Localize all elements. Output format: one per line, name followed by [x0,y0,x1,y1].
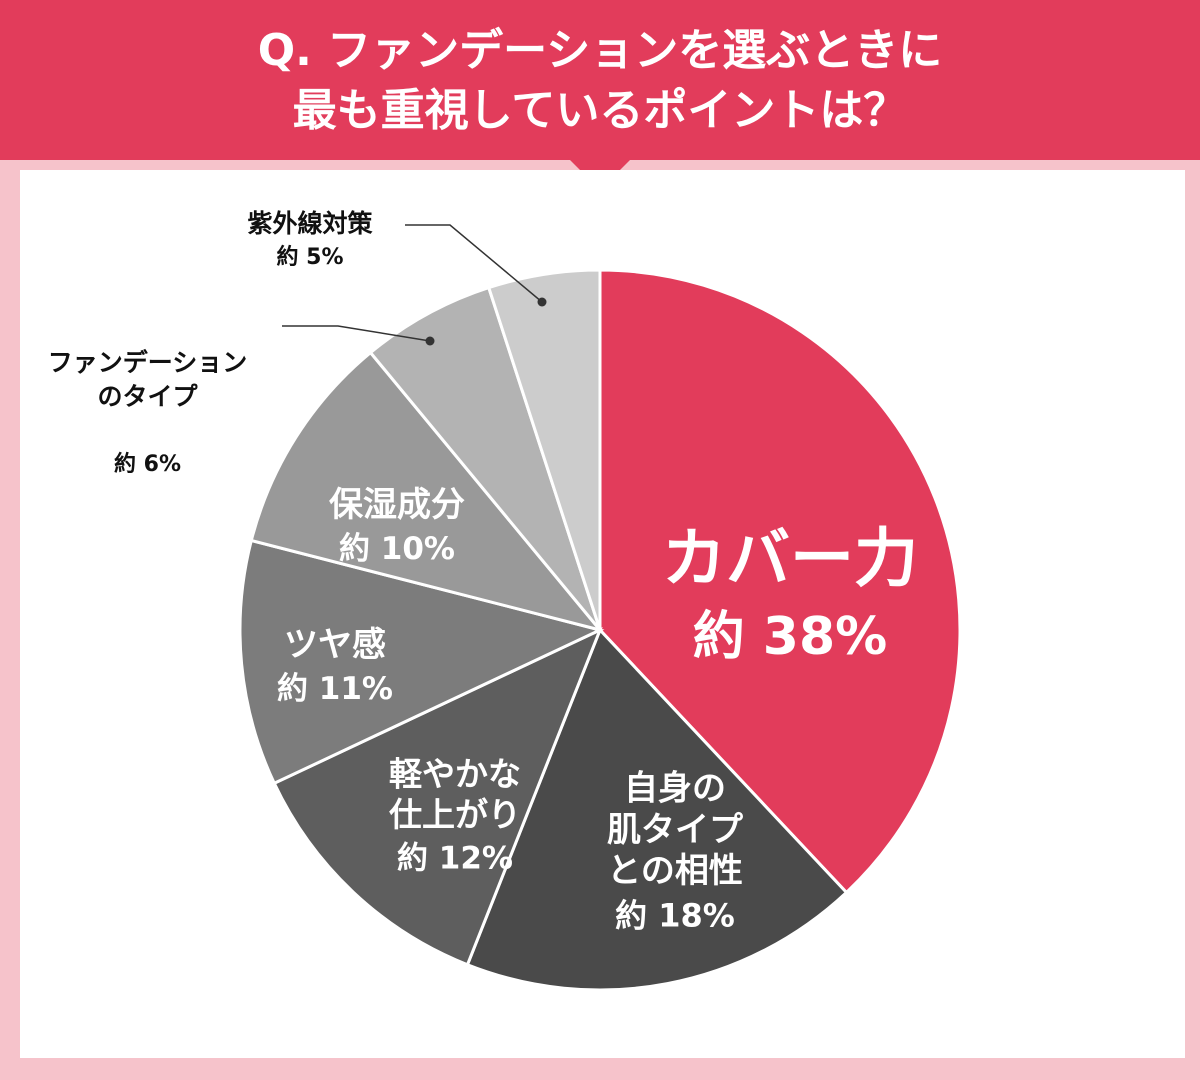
label-uv-protection-value: 約 5% [276,245,344,270]
chart-title-line-2: 最も重視しているポイントは？ [292,85,908,136]
slice-glow-value: 約 11% [277,671,393,707]
slice-light-finish-value: 約 12% [397,840,513,876]
chart-title-line-1: Q. ファンデーションを選ぶときに [257,25,943,76]
label-uv-protection: 紫外線対策 約 5% [235,207,385,275]
slice-skin-compat [465,627,849,992]
leader-line-foundation-type [282,325,431,342]
title-banner [0,0,1200,160]
slice-glow-name-line: ツヤ感 [284,625,386,665]
slice-glow [238,538,605,786]
slice-skin-compat-name-line: 自身の [624,768,726,808]
slice-light-finish-name-line: 仕上がり [389,795,521,834]
label-foundation-type-value: 約 6% [113,452,181,477]
leader-line-uv [405,224,543,303]
slice-light-finish [272,627,603,967]
label-uv-protection-name: 紫外線対策 [247,209,373,238]
slice-moisture [249,350,605,633]
slice-light-finish-name-line: 軽やかな [389,755,521,794]
slice-moisture-name-line: 保湿成分 [329,485,465,525]
slice-skin-compat-value: 約 18% [615,896,735,934]
label-foundation-type: ファンデーション のタイプ 約 6% [30,312,265,516]
label-foundation-type-name: ファンデーション のタイプ [47,348,248,411]
slice-moisture-value: 約 10% [339,531,455,567]
leader-line-foundation-type-dot [425,336,435,346]
slice-cover-name-line: カバー力 [662,523,918,597]
slice-skin-compat-name-line: との相性 [607,851,743,891]
slice-cover-value: 約 38% [693,607,888,667]
chart-panel: カバー力約 38% 自身の 肌タイプ との相性約 18% 軽やかな 仕上がり約 12% ツヤ… [20,170,1185,1058]
slice-foundation-type [368,285,602,631]
slice-uv [486,268,602,631]
slice-skin-compat-name-line: 肌タイプ [607,810,743,850]
slice-cover [598,268,962,895]
leader-line-uv-dot [537,297,547,307]
